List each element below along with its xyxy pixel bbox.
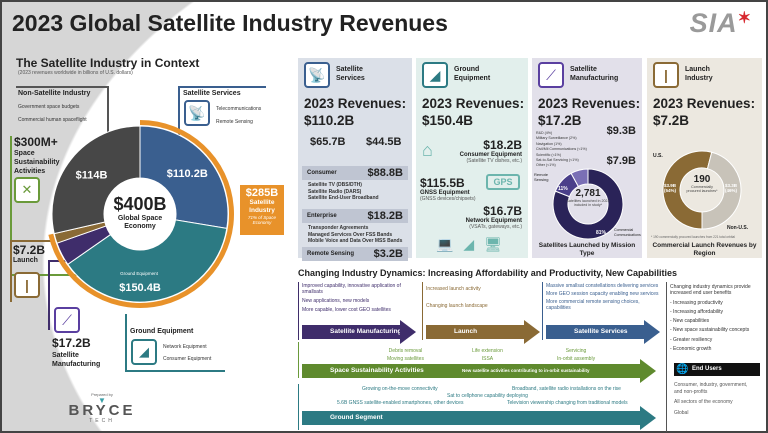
mission-segment-commercial-communications (552, 168, 624, 240)
satellite-icon: ✕ (14, 177, 40, 203)
ground-item: Consumer Equipment (163, 356, 212, 362)
card-ground-equipment: ◢ Ground Equipment 2023 Revenues: $150.4B… (416, 58, 528, 258)
mfg-notes: Improved capability, innovative applicat… (302, 283, 401, 313)
sat-services-box (178, 86, 266, 146)
remote-sensing-row: Remote Sensing $3.2B (302, 247, 408, 261)
mission-item: R&D (4%) (536, 131, 553, 135)
rocket-icon: | (653, 62, 679, 88)
ground-note: Growing on-the-move connectivity (362, 386, 438, 392)
ground-title: Ground Equipment (130, 328, 194, 335)
arrow-satellite-services: Satellite Services (546, 320, 660, 344)
context-subtitle: (2023 revenues worldwide in billions of … (18, 70, 133, 76)
ground-note: Sat to cellphone capability deploying (447, 393, 528, 399)
mission-type-donut (552, 168, 624, 240)
global-space-economy-donut: $110.2B $150.4B $114B (48, 120, 234, 308)
donut-label: $150.4B (119, 282, 161, 294)
non-sat-title: Non-Satellite Industry (18, 90, 91, 97)
enterprise-row: Enterprise $18.2B (302, 209, 408, 223)
sia-logo: SIA✶ (689, 8, 752, 38)
mission-item: Other (<1%) (536, 163, 556, 168)
donut-segment-non-satellite-industry (51, 125, 141, 235)
dynamics-title: Changing Industry Dynamics: Increasing A… (298, 268, 678, 278)
manufacturing-label: Satellite Manufacturing (52, 352, 101, 369)
ground-box (125, 314, 225, 372)
mission-item: Navigation (1%) (536, 141, 562, 146)
ground-caption: Ground Equipment (120, 271, 158, 276)
mission-item: Sat-to-Sat Servicing (<1%) (536, 157, 579, 162)
satellite-dish-icon: 📡 (304, 62, 330, 88)
nonus-revenue: $7.9B (606, 155, 636, 167)
nonus-revenue: $44.5B (366, 136, 402, 148)
donut-center-label: Global Space Economy (117, 214, 163, 231)
donut-segment-ground-equipment (67, 219, 228, 303)
launch-value: $7.2B (13, 243, 46, 257)
launch-segment-us (662, 150, 713, 230)
network-icon: 💻◢🖥 (436, 236, 512, 252)
mission-segment-other-missions (570, 168, 589, 188)
mission-item: Civil/Mil Communications (<1%) (536, 147, 587, 152)
donut-label: $114B (76, 169, 108, 181)
services-notes: Massive smallsat constellations deliveri… (546, 283, 659, 311)
star-icon: ✶ (737, 10, 752, 27)
satellite-icon: ⟋ (54, 307, 80, 333)
launch-box (10, 240, 54, 302)
sustainability-label: Space Sustainability Activities (14, 150, 60, 176)
mission-item: Military Surveillance (2%) (536, 136, 577, 141)
arrow-launch: Launch (426, 320, 540, 344)
context-title: The Satellite Industry in Context (16, 56, 200, 70)
gps-icon: GPS (486, 174, 520, 190)
donut-center-value: $400B (113, 194, 167, 214)
arrow-satellite-manufacturing: Satellite Manufacturing (302, 320, 416, 344)
us-revenue: $9.3B (606, 125, 636, 137)
sat-services-item: Telecommunications (216, 106, 262, 112)
page-title: 2023 Global Satellite Industry Revenues (12, 10, 448, 36)
sat-industry-box: $285B Satellite Industry 71% of Space Ec… (240, 185, 284, 235)
consumer-row: Consumer $88.8B (302, 166, 408, 180)
end-users-label: 🌐 End Users (674, 363, 760, 376)
satellite-dish-icon: 📡 (184, 100, 210, 126)
benefits-list: Changing industry dynamics provide incre… (670, 284, 751, 352)
dish-icon: ◢ (131, 339, 157, 365)
donut-label: $110.2B (167, 168, 208, 180)
launch-label: Launch (13, 257, 38, 264)
dish-icon: ◢ (422, 62, 448, 88)
non-sat-item: Government space budgets (18, 104, 80, 110)
sat-services-title: Satellite Services (183, 90, 241, 97)
ground-note: 5.6B GNSS satellite-enabled smartphones,… (337, 400, 464, 406)
mission-list: R&D (4%) Military Surveillance (2%) Naviga… (536, 131, 587, 169)
non-sat-item: Commercial human spaceflight (18, 117, 87, 123)
rocket-icon: | (14, 272, 40, 298)
ground-item: Network Equipment (163, 344, 207, 350)
house-icon: ⌂ (422, 140, 433, 160)
sustainability-box (10, 136, 100, 276)
arrow-ground-segment: Ground Segment (302, 406, 656, 430)
arrow-space-sustainability: Space Sustainability Activities New satel… (302, 359, 656, 383)
manufacturing-value: $17.2B (52, 336, 91, 350)
sustainability-value: $300M+ (14, 135, 58, 149)
card-satellite-manufacturing: ⟋ Satellite Manufacturing 2023 Revenues:… (532, 58, 642, 258)
donut-segment-satellite-services (139, 125, 229, 229)
donut-center: $400B Global Space Economy (105, 194, 175, 232)
ground-note: Television viewership changing from trad… (507, 400, 628, 406)
card-satellite-services: 📡 Satellite Services 2023 Revenues: $110.… (298, 58, 412, 261)
brycetech-logo: Prepared by ▼ BRYCE TECH (68, 392, 136, 424)
card-launch-industry: | Launch Industry 2023 Revenues: $7.2B U.… (647, 58, 762, 258)
launch-notes: Increased launch activity Changing launch… (426, 286, 488, 309)
satellite-icon: ⟋ (538, 62, 564, 88)
ground-note: Broadband, satellite radio installations… (512, 386, 621, 392)
launch-region-donut (662, 150, 742, 230)
mission-item: Scientific (<1%) (536, 152, 562, 157)
globe-icon: 🌐 (676, 364, 689, 375)
us-revenue: $65.7B (310, 136, 346, 148)
sat-services-item: Remote Sensing (216, 119, 253, 125)
launch-segment-non-us (701, 151, 742, 230)
